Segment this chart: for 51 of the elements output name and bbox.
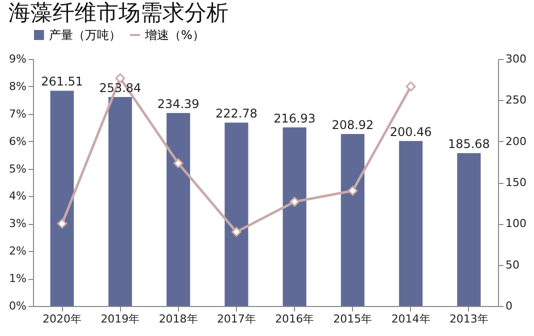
- y2-tick-label: 300: [506, 52, 526, 66]
- y-tick-label: 3%: [9, 217, 26, 230]
- bar: [282, 127, 306, 306]
- data-label: 216.93: [274, 111, 316, 126]
- y-tick-label: 4%: [9, 190, 26, 203]
- point: [232, 226, 242, 237]
- y-tick-label: 2%: [9, 244, 26, 258]
- x-tick-label: 2017年: [216, 312, 256, 326]
- x-tick-label: 2014年: [391, 312, 430, 326]
- point: [406, 82, 416, 92]
- data-label: 253.84: [99, 81, 142, 96]
- x-tick-label: 2018年: [158, 312, 198, 326]
- y2-tick-label: 0: [506, 300, 512, 312]
- y2-tick-label: 50: [506, 258, 520, 272]
- x-tick-label: 2019年: [100, 312, 140, 326]
- x-tick-label: 2020年: [42, 312, 82, 326]
- legend-label: 产量（万吨）: [49, 28, 121, 42]
- data-label: 234.39: [157, 97, 200, 112]
- point: [57, 218, 67, 229]
- bar: [108, 97, 132, 306]
- y-tick-label: 5%: [9, 162, 26, 176]
- bar: [340, 134, 364, 306]
- x-tick-label: 2016年: [275, 312, 314, 326]
- point: [115, 73, 126, 84]
- x-tick-label: 2015年: [333, 312, 372, 326]
- y-tick-label: 7%: [9, 107, 26, 120]
- y2-tick-label: 200: [506, 134, 526, 148]
- bar: [166, 113, 190, 306]
- y-tick-label: 1%: [9, 272, 26, 286]
- data-label: 222.78: [215, 106, 258, 121]
- x-tick-label: 2013年: [449, 312, 488, 326]
- y2-tick-label: 250: [506, 94, 526, 107]
- bar: [224, 122, 248, 306]
- point: [348, 186, 358, 196]
- y-tick-label: 8%: [9, 80, 26, 93]
- point: [290, 196, 300, 207]
- data-label: 261.51: [41, 74, 84, 89]
- point: [173, 158, 184, 168]
- bar: [399, 140, 423, 306]
- bar: [50, 90, 74, 306]
- y-tick-label: 9%: [9, 52, 26, 66]
- chart-title: 海藻纤维市场需求分析: [8, 1, 229, 26]
- bar: [457, 153, 481, 306]
- data-label: 185.68: [448, 137, 490, 152]
- data-label: 200.46: [390, 124, 432, 139]
- y2-tick-label: 150: [506, 176, 526, 189]
- y2-tick-label: 100: [506, 217, 526, 230]
- y-tick-label: 0%: [9, 300, 26, 312]
- data-label: 208.92: [332, 118, 374, 132]
- legend-label: 增速（%）: [144, 28, 204, 42]
- y-tick-label: 6%: [9, 134, 26, 148]
